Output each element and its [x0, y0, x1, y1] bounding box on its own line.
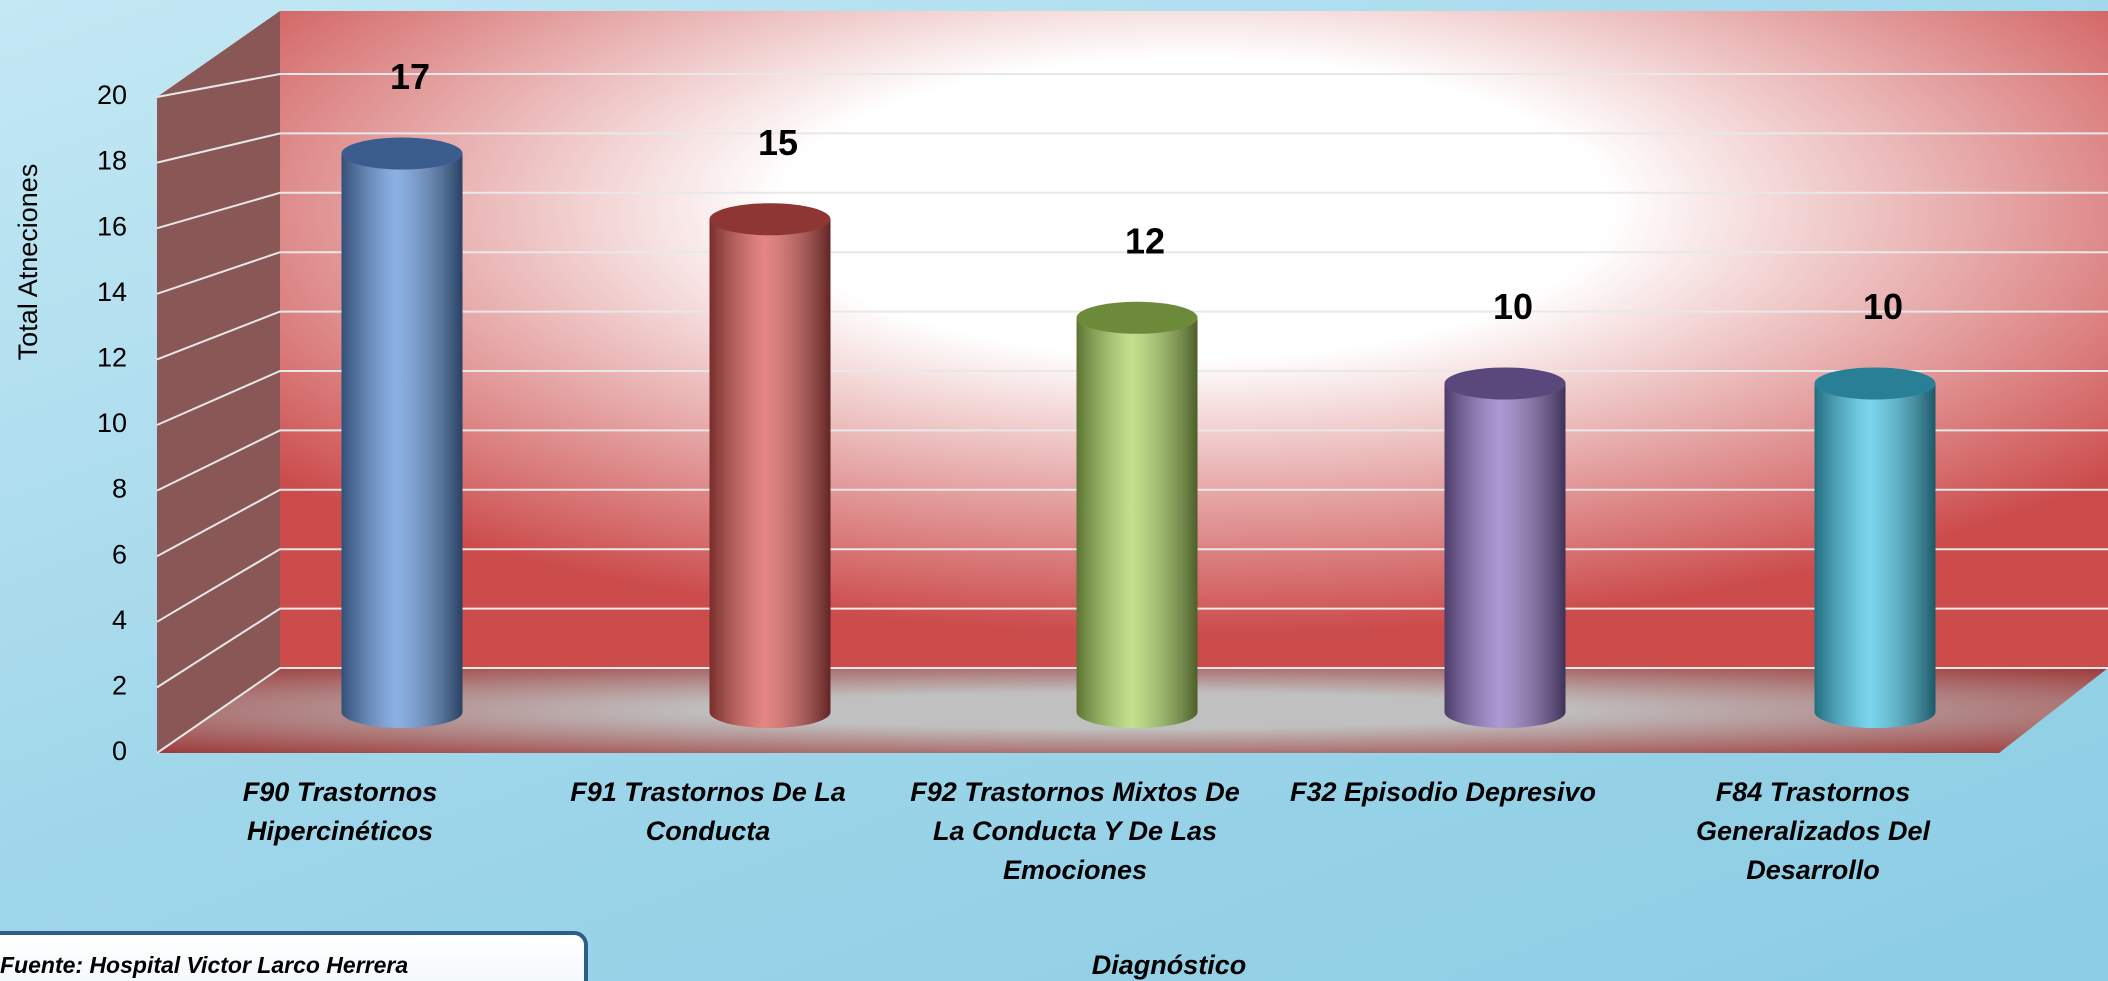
data-label: 15 [758, 122, 798, 163]
x-axis-title: Diagnóstico [1091, 950, 1247, 980]
grid-line [156, 310, 2108, 361]
data-label: 17 [390, 56, 430, 97]
bar-top-shade [1444, 367, 1566, 400]
x-tick-label: F92 Trastornos Mixtos De La Conducta Y D… [910, 777, 1240, 885]
y-tick-label: 12 [97, 343, 127, 373]
y-tick-label: 14 [97, 277, 127, 307]
data-label: 12 [1125, 220, 1165, 261]
bar-top [1814, 367, 1936, 400]
bar-top-shade [1814, 367, 1936, 400]
bar-top [709, 203, 831, 236]
data-label: 10 [1493, 286, 1533, 327]
bar-top [1076, 301, 1198, 334]
grid-line [156, 191, 2108, 230]
y-tick-label: 6 [112, 539, 127, 569]
bar-top-shade [1076, 301, 1198, 334]
grid-line [156, 251, 2108, 295]
bar-top [341, 137, 463, 170]
bar-shading [709, 219, 831, 728]
source-box [0, 931, 588, 981]
y-tick-label: 4 [112, 605, 127, 635]
y-tick-label: 10 [97, 408, 127, 438]
bar-shading [1814, 383, 1936, 728]
y-tick-label: 2 [112, 671, 127, 701]
x-tick-label: F32 Episodio Depresivo [1289, 777, 1597, 807]
y-tick-label: 18 [97, 146, 127, 176]
grid-line [156, 132, 2108, 164]
source-text: Fuente: Hospital Victor Larco Herrera [0, 952, 409, 978]
bar-top [1444, 367, 1566, 400]
side-wall [157, 11, 280, 753]
bar-top-shade [709, 203, 831, 236]
x-tick-label: F91 Trastornos De La Conducta [570, 777, 846, 846]
data-label: 10 [1863, 286, 1903, 327]
y-tick-label: 16 [97, 211, 127, 241]
bar-shading [1444, 383, 1566, 728]
y-tick-label: 0 [112, 736, 127, 766]
y-tick-label: 8 [112, 474, 127, 504]
y-axis-title: Total Atneciones [13, 164, 43, 361]
x-tick-label: F84 Trastornos Generalizados Del Desarro… [1695, 777, 1931, 885]
bar-top-shade [341, 137, 463, 170]
bar-shading [1076, 317, 1198, 728]
grid-line [156, 73, 2108, 98]
y-tick-label: 20 [97, 80, 127, 110]
x-tick-label: F90 Trastornos Hipercinéticos [242, 777, 438, 846]
bar-shading [341, 153, 463, 728]
